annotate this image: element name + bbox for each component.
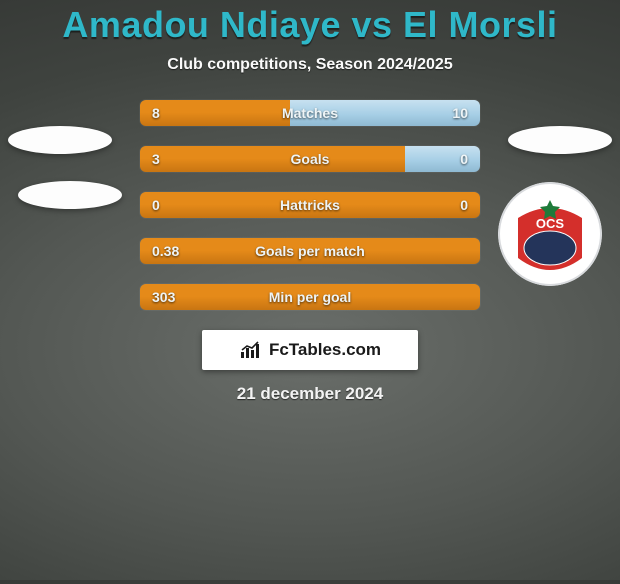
date-label: 21 december 2024 (0, 384, 620, 404)
bar-row: 8 10 Matches (140, 100, 480, 126)
bar-left-segment (140, 100, 290, 126)
bar-chart-icon (239, 340, 263, 360)
bar-metric-label: Min per goal (269, 289, 351, 305)
club-crest-icon: OCS (498, 182, 602, 286)
page-title: Amadou Ndiaye vs El Morsli (0, 4, 620, 46)
subtitle: Club competitions, Season 2024/2025 (0, 56, 620, 74)
avatar-placeholder (18, 181, 122, 209)
bar-row: 303 Min per goal (140, 284, 480, 310)
bar-metric-label: Goals (291, 151, 330, 167)
bar-row: 0.38 Goals per match (140, 238, 480, 264)
bar-metric-label: Matches (282, 105, 338, 121)
bar-left-value: 3 (152, 151, 160, 167)
fctables-label: FcTables.com (269, 340, 381, 360)
bar-left-segment (140, 146, 405, 172)
comparison-bars: 8 10 Matches 3 0 Goals 0 0 Hattricks 0.38 Goals pe… (140, 100, 480, 310)
svg-text:OCS: OCS (536, 216, 565, 231)
bar-right-value: 10 (452, 105, 468, 121)
fctables-badge: FcTables.com (202, 330, 418, 370)
avatar-placeholder (8, 126, 112, 154)
bar-metric-label: Goals per match (255, 243, 365, 259)
avatar-placeholder (508, 126, 612, 154)
bar-left-value: 0 (152, 197, 160, 213)
bar-row: 0 0 Hattricks (140, 192, 480, 218)
bar-right-value: 0 (460, 151, 468, 167)
bar-metric-label: Hattricks (280, 197, 340, 213)
bar-right-segment (405, 146, 480, 172)
bar-left-value: 303 (152, 289, 175, 305)
bar-row: 3 0 Goals (140, 146, 480, 172)
bar-right-value: 0 (460, 197, 468, 213)
bar-left-value: 8 (152, 105, 160, 121)
bar-left-value: 0.38 (152, 243, 179, 259)
